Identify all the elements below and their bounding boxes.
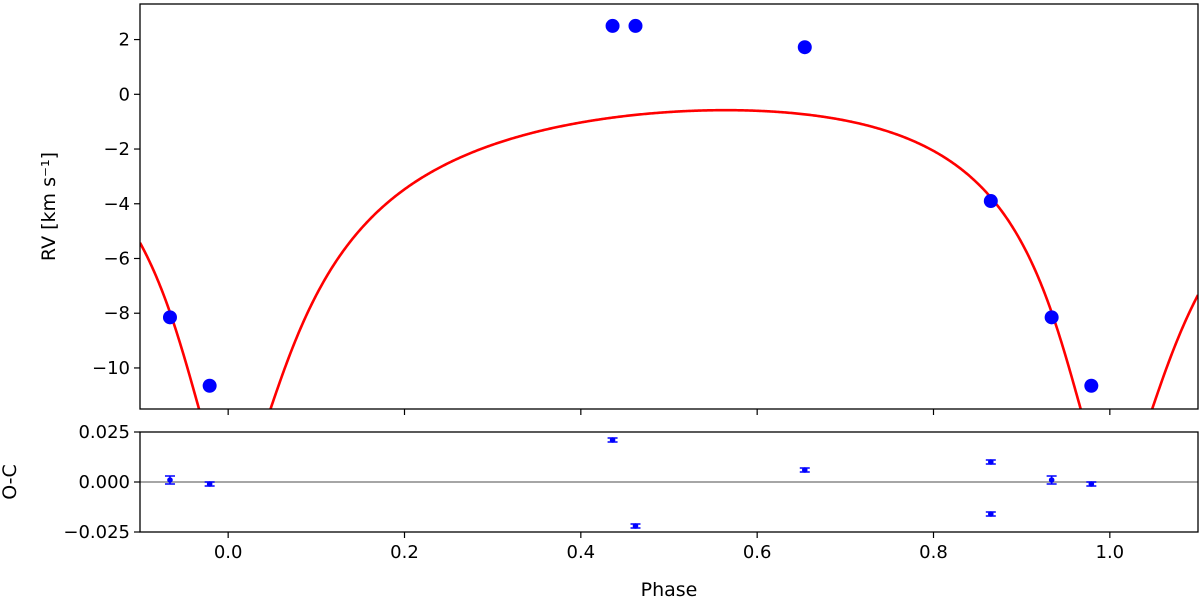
residual-data-point bbox=[799, 467, 810, 473]
rv-data-points-layer bbox=[162, 18, 1099, 393]
residual-data-point bbox=[985, 511, 996, 517]
residual-data-point bbox=[630, 523, 641, 529]
rv-y-ticks: 2 0 −2 −4 −6 −8 −10 bbox=[92, 30, 140, 379]
rv-data-point bbox=[605, 18, 620, 33]
x-tick-label: 0.4 bbox=[567, 542, 596, 563]
residual-axes-frame bbox=[139, 431, 1199, 533]
rv-model-curve bbox=[140, 108, 1198, 409]
rv-y-tick-label: 2 bbox=[119, 30, 130, 51]
x-tick-label: 0.0 bbox=[214, 542, 243, 563]
rv-data-point bbox=[983, 194, 998, 209]
residual-data-point bbox=[607, 437, 618, 443]
residual-y-tick-label: 0.025 bbox=[78, 422, 130, 443]
rv-y-tick-label: −6 bbox=[103, 248, 130, 269]
rv-y-tick-label: −8 bbox=[103, 303, 130, 324]
residual-data-points-layer bbox=[164, 437, 1097, 529]
residual-data-point bbox=[204, 481, 215, 487]
x-tick-label: 0.6 bbox=[743, 542, 772, 563]
rv-y-axis-label: RV [km s⁻¹] bbox=[38, 152, 60, 261]
rv-data-point bbox=[797, 40, 812, 55]
residual-data-point bbox=[1046, 475, 1057, 485]
residual-data-point bbox=[164, 475, 175, 485]
rv-y-tick-label: −10 bbox=[92, 358, 130, 379]
x-tick-label: 1.0 bbox=[1096, 542, 1125, 563]
rv-data-point bbox=[202, 378, 217, 393]
rv-y-tick-label: 0 bbox=[119, 84, 130, 105]
rv-y-tick-label: −2 bbox=[103, 139, 130, 160]
rv-data-point bbox=[1084, 378, 1099, 393]
residual-data-point bbox=[1086, 481, 1097, 487]
residual-data-point bbox=[985, 459, 996, 465]
rv-x-ticks bbox=[227, 409, 1111, 415]
residual-y-tick-label: 0.000 bbox=[78, 472, 130, 493]
rv-data-point bbox=[1044, 310, 1059, 325]
rv-y-tick-label: −4 bbox=[103, 194, 130, 215]
rv-panel: 2 0 −2 −4 −6 −8 −10 RV [km s⁻¹] bbox=[38, 3, 1199, 415]
residual-x-ticks: 0.0 0.2 0.4 0.6 0.8 1.0 bbox=[214, 532, 1124, 563]
rv-data-point bbox=[162, 310, 177, 325]
rv-data-point bbox=[628, 18, 643, 33]
rv-model-curve-layer bbox=[140, 108, 1198, 409]
x-axis-label: Phase bbox=[641, 579, 698, 600]
rv-axes-frame bbox=[139, 3, 1199, 410]
x-tick-label: 0.8 bbox=[919, 542, 948, 563]
residual-y-ticks: 0.025 0.000 −0.025 bbox=[63, 422, 140, 543]
x-tick-label: 0.2 bbox=[390, 542, 419, 563]
residual-y-tick-label: −0.025 bbox=[63, 522, 130, 543]
residual-y-axis-label: O-C bbox=[0, 464, 21, 500]
